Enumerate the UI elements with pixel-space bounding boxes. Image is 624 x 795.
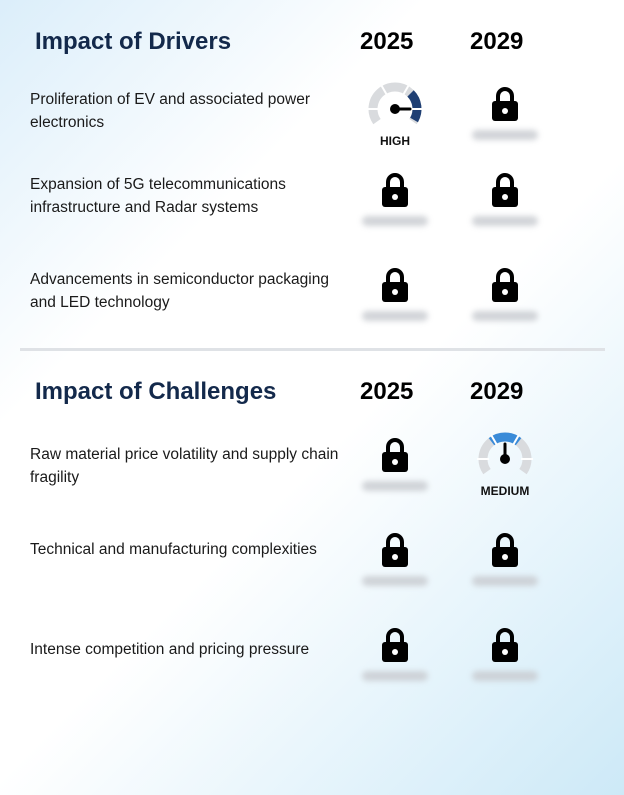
challenges-row-1-2029 (465, 532, 545, 602)
lock-icon (382, 628, 408, 662)
challenges-year-2029: 2029 (470, 378, 524, 405)
challenges-row-0-2025 (355, 437, 435, 507)
drivers-row-2-2029 (465, 267, 545, 337)
lock-icon (382, 438, 408, 472)
drivers-year-2029: 2029 (470, 28, 524, 55)
locked-value-placeholder (472, 216, 538, 226)
challenges-heading: Impact of Challenges (35, 378, 277, 405)
drivers-row-label: Advancements in semiconductor packaging … (30, 271, 329, 311)
drivers-heading: Impact of Drivers (35, 28, 232, 55)
lock-icon (492, 533, 518, 567)
lock-icon (492, 628, 518, 662)
challenges-row-0-2029: MEDIUM (465, 430, 545, 500)
lock-icon (492, 268, 518, 302)
gauge-icon (477, 432, 533, 475)
challenges-row-label: Intense competition and pricing pressure (30, 641, 310, 658)
challenges-year-2025: 2025 (360, 378, 414, 405)
locked-value-placeholder (472, 311, 538, 321)
drivers-row-label: Proliferation of EV and associated power… (30, 91, 311, 131)
locked-value-placeholder (362, 671, 428, 681)
locked-value-placeholder (362, 576, 428, 586)
gauge-level-label: HIGH (380, 134, 410, 148)
locked-value-placeholder (472, 671, 538, 681)
drivers-row-1-2025 (355, 172, 435, 242)
locked-value-placeholder (472, 576, 538, 586)
challenges-row-2-2029 (465, 627, 545, 697)
lock-icon (382, 533, 408, 567)
drivers-year-2025: 2025 (360, 28, 414, 55)
gauge-level-label: MEDIUM (480, 484, 530, 498)
lock-icon (492, 87, 518, 121)
lock-icon (382, 173, 408, 207)
challenges-row-label: Raw material price volatility and supply… (30, 446, 339, 486)
lock-icon (492, 173, 518, 207)
section-divider (20, 348, 605, 351)
drivers-row-2-2025 (355, 267, 435, 337)
locked-value-placeholder (362, 481, 428, 491)
lock-icon (382, 268, 408, 302)
locked-value-placeholder (362, 216, 428, 226)
drivers-row-0-2025: HIGH (355, 80, 435, 150)
drivers-row-0-2029 (465, 86, 545, 156)
drivers-row-1-2029 (465, 172, 545, 242)
drivers-row-label: Expansion of 5G telecommunications infra… (30, 176, 286, 216)
challenges-row-1-2025 (355, 532, 435, 602)
locked-value-placeholder (472, 130, 538, 140)
challenges-row-label: Technical and manufacturing complexities (30, 541, 317, 558)
challenges-row-2-2025 (355, 627, 435, 697)
gauge-icon (367, 82, 423, 125)
locked-value-placeholder (362, 311, 428, 321)
